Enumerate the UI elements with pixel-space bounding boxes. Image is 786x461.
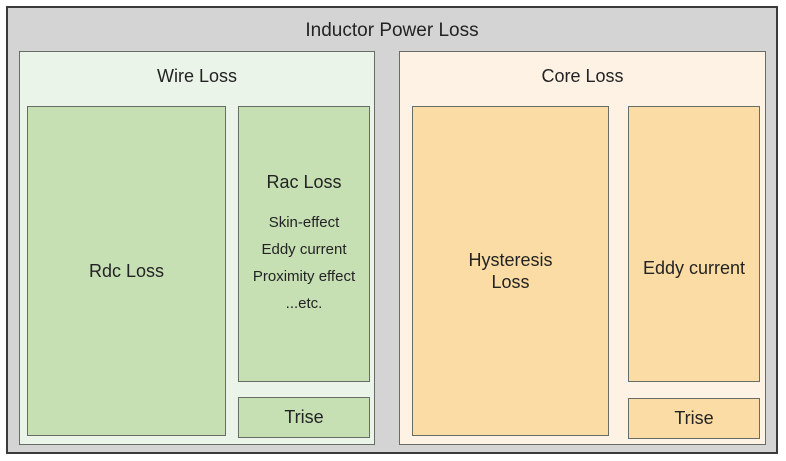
eddy-current-box: Eddy current: [628, 106, 760, 382]
diagram-title: Inductor Power Loss: [305, 20, 479, 41]
hysteresis-loss-label: Hysteresis Loss: [468, 249, 553, 293]
core-trise-box: Trise: [628, 398, 760, 439]
rac-detail-etc: ...etc.: [285, 294, 323, 312]
wire-trise-box: Trise: [238, 397, 370, 438]
wire-loss-label: Wire Loss: [156, 66, 237, 86]
core-trise-label: Trise: [674, 408, 714, 429]
rdc-loss-label: Rdc Loss: [88, 260, 165, 281]
wire-loss-panel: Wire Loss Rdc Loss Rac Loss Skin-effect …: [19, 51, 375, 445]
rac-detail-eddy-current: Eddy current: [261, 240, 347, 258]
core-loss-label: Core Loss: [541, 66, 624, 86]
rac-detail-proximity-effect: Proximity effect: [252, 267, 356, 285]
rdc-loss-box: Rdc Loss: [27, 106, 226, 436]
inductor-power-loss-container: Inductor Power Loss Wire Loss Rdc Loss R…: [6, 6, 778, 454]
rac-loss-box: Rac Loss Skin-effect Eddy current Proxim…: [238, 106, 370, 382]
hysteresis-loss-box: Hysteresis Loss: [412, 106, 609, 436]
eddy-current-label: Eddy current: [642, 257, 746, 278]
rac-detail-skin-effect: Skin-effect: [268, 213, 340, 231]
wire-trise-label: Trise: [284, 407, 324, 428]
rac-loss-label: Rac Loss: [266, 172, 342, 193]
core-loss-panel: Core Loss Hysteresis Loss Eddy current T…: [399, 51, 766, 445]
